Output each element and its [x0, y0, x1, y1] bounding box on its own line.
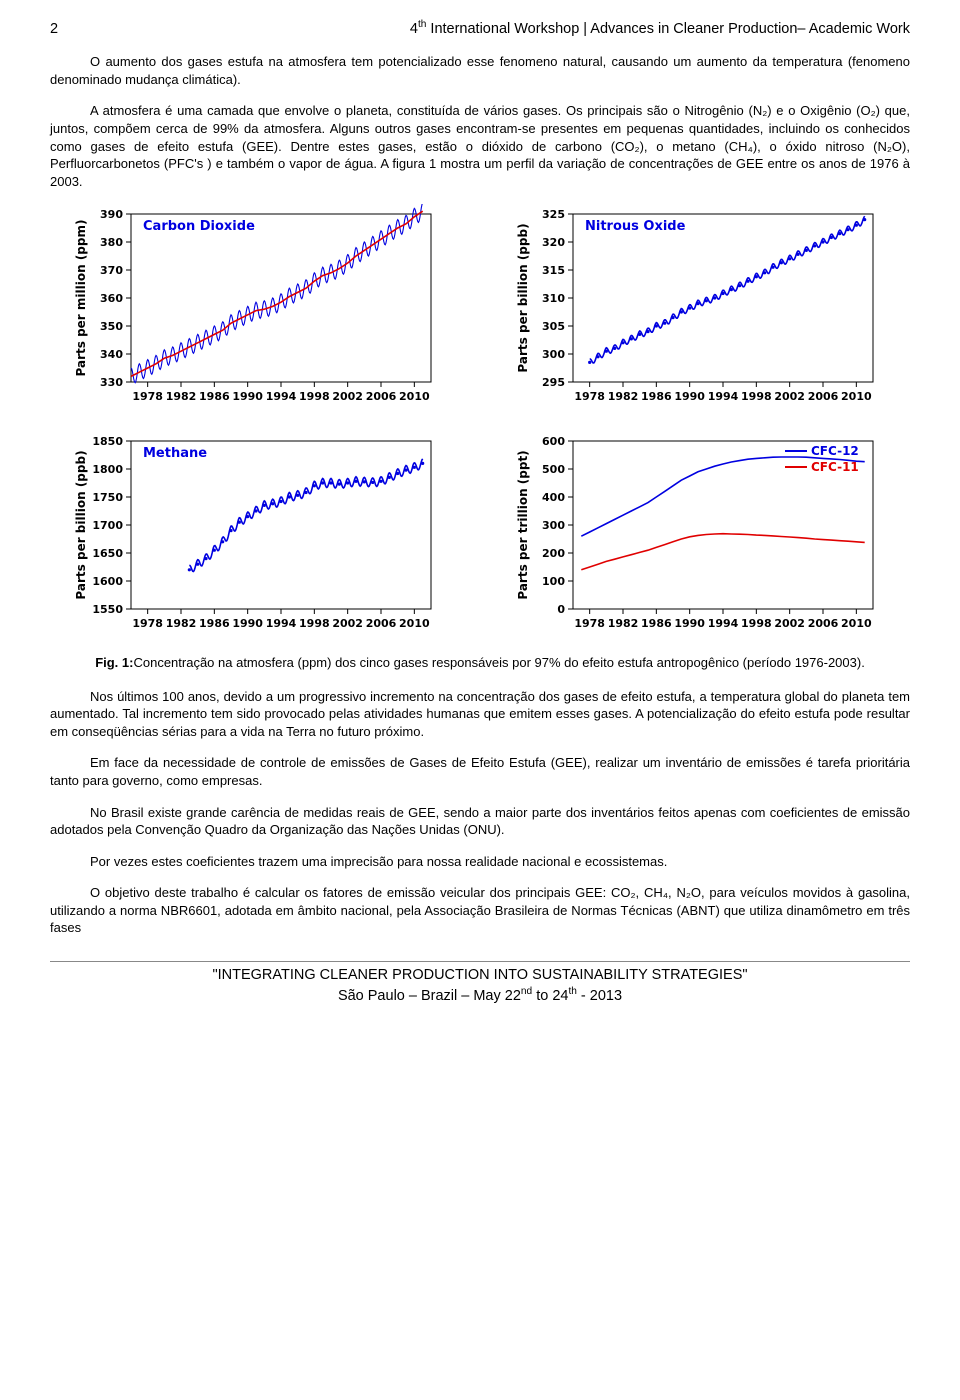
svg-text:1978: 1978 [132, 617, 163, 630]
svg-text:390: 390 [100, 208, 123, 221]
svg-text:2002: 2002 [774, 617, 805, 630]
chart-cfc: 0 100 200 300 400 500 600 197819821986199019941… [511, 431, 891, 646]
figure-1: 3303403503603703803901978198219861990199… [50, 204, 910, 672]
footer-line-1: "INTEGRATING CLEANER PRODUCTION INTO SUS… [50, 966, 910, 986]
svg-text:1982: 1982 [608, 390, 639, 403]
svg-text:1982: 1982 [166, 617, 197, 630]
svg-text:Carbon Dioxide: Carbon Dioxide [143, 219, 255, 234]
svg-text:1650: 1650 [92, 547, 123, 560]
svg-text:Parts per billion (ppb): Parts per billion (ppb) [74, 451, 88, 600]
svg-text:1986: 1986 [641, 617, 672, 630]
svg-text:1982: 1982 [608, 617, 639, 630]
paragraph-5: No Brasil existe grande carência de medi… [50, 804, 910, 839]
svg-text:1550: 1550 [92, 603, 123, 616]
svg-text:1978: 1978 [574, 617, 605, 630]
svg-text:2002: 2002 [332, 390, 363, 403]
svg-text:1990: 1990 [674, 390, 705, 403]
svg-text:1978: 1978 [574, 390, 605, 403]
svg-text:2010: 2010 [841, 390, 872, 403]
figure-caption-text: Concentração na atmosfera (ppm) dos cinc… [133, 655, 864, 670]
svg-text:2006: 2006 [808, 390, 839, 403]
svg-text:500: 500 [542, 463, 565, 476]
svg-text:1990: 1990 [232, 390, 263, 403]
svg-text:1986: 1986 [199, 617, 230, 630]
svg-text:2010: 2010 [399, 390, 430, 403]
footer-line-2: São Paulo – Brazil – May 22nd to 24th - … [50, 985, 910, 1006]
svg-text:1978: 1978 [132, 390, 163, 403]
svg-text:1700: 1700 [92, 519, 123, 532]
svg-text:340: 340 [100, 348, 123, 361]
svg-text:350: 350 [100, 320, 123, 333]
figure-caption: Fig. 1:Concentração na atmosfera (ppm) d… [50, 654, 910, 672]
svg-text:1990: 1990 [674, 617, 705, 630]
page-header: 2 4th International Workshop | Advances … [50, 18, 910, 39]
svg-text:1994: 1994 [708, 390, 739, 403]
svg-text:2006: 2006 [808, 617, 839, 630]
svg-text:CFC-12: CFC-12 [811, 444, 859, 458]
svg-text:1986: 1986 [641, 390, 672, 403]
chart-co2: 3303403503603703803901978198219861990199… [69, 204, 449, 419]
svg-text:305: 305 [542, 320, 565, 333]
svg-text:CFC-11: CFC-11 [811, 460, 859, 474]
svg-text:600: 600 [542, 435, 565, 448]
paragraph-3: Nos últimos 100 anos, devido a um progre… [50, 688, 910, 741]
svg-text:295: 295 [542, 376, 565, 389]
svg-text:200: 200 [542, 547, 565, 560]
svg-text:1994: 1994 [266, 390, 297, 403]
svg-text:1998: 1998 [299, 617, 330, 630]
svg-text:Nitrous Oxide: Nitrous Oxide [585, 219, 686, 234]
svg-text:2002: 2002 [774, 390, 805, 403]
svg-text:Parts per million (ppm): Parts per million (ppm) [74, 220, 88, 377]
paragraph-7: O objetivo deste trabalho é calcular os … [50, 884, 910, 937]
svg-text:100: 100 [542, 575, 565, 588]
svg-text:1982: 1982 [166, 390, 197, 403]
svg-text:310: 310 [542, 292, 565, 305]
figure-label: Fig. 1: [95, 655, 133, 670]
chart-n2o: 2953003053103153203251978198219861990199… [511, 204, 891, 419]
paragraph-1: O aumento dos gases estufa na atmosfera … [50, 53, 910, 88]
page-footer: "INTEGRATING CLEANER PRODUCTION INTO SUS… [50, 961, 910, 1007]
svg-text:1998: 1998 [299, 390, 330, 403]
header-title: 4th International Workshop | Advances in… [410, 18, 910, 39]
paragraph-2: A atmosfera é uma camada que envolve o p… [50, 102, 910, 190]
svg-text:325: 325 [542, 208, 565, 221]
svg-text:380: 380 [100, 236, 123, 249]
svg-text:360: 360 [100, 292, 123, 305]
svg-text:1986: 1986 [199, 390, 230, 403]
svg-text:330: 330 [100, 376, 123, 389]
svg-text:1750: 1750 [92, 491, 123, 504]
svg-text:2010: 2010 [399, 617, 430, 630]
svg-text:2002: 2002 [332, 617, 363, 630]
svg-text:1600: 1600 [92, 575, 123, 588]
svg-text:1994: 1994 [266, 617, 297, 630]
svg-text:370: 370 [100, 264, 123, 277]
svg-text:Parts per trillion (ppt): Parts per trillion (ppt) [516, 451, 530, 600]
svg-text:400: 400 [542, 491, 565, 504]
svg-text:Parts per billion (ppb): Parts per billion (ppb) [516, 224, 530, 373]
svg-text:1994: 1994 [708, 617, 739, 630]
paragraph-6: Por vezes estes coeficientes trazem uma … [50, 853, 910, 871]
svg-text:1998: 1998 [741, 617, 772, 630]
svg-text:2006: 2006 [366, 390, 397, 403]
svg-text:1990: 1990 [232, 617, 263, 630]
svg-text:2010: 2010 [841, 617, 872, 630]
svg-text:320: 320 [542, 236, 565, 249]
chart-ch4: 1550 1600 1650 1700 1750 1800 1850 197819821986… [69, 431, 449, 646]
svg-text:1998: 1998 [741, 390, 772, 403]
svg-text:Methane: Methane [143, 446, 207, 461]
svg-text:300: 300 [542, 348, 565, 361]
paragraph-4: Em face da necessidade de controle de em… [50, 754, 910, 789]
svg-text:300: 300 [542, 519, 565, 532]
page-number: 2 [50, 20, 58, 40]
svg-text:1800: 1800 [92, 463, 123, 476]
svg-text:0: 0 [557, 603, 565, 616]
svg-text:1850: 1850 [92, 435, 123, 448]
svg-text:2006: 2006 [366, 617, 397, 630]
svg-text:315: 315 [542, 264, 565, 277]
